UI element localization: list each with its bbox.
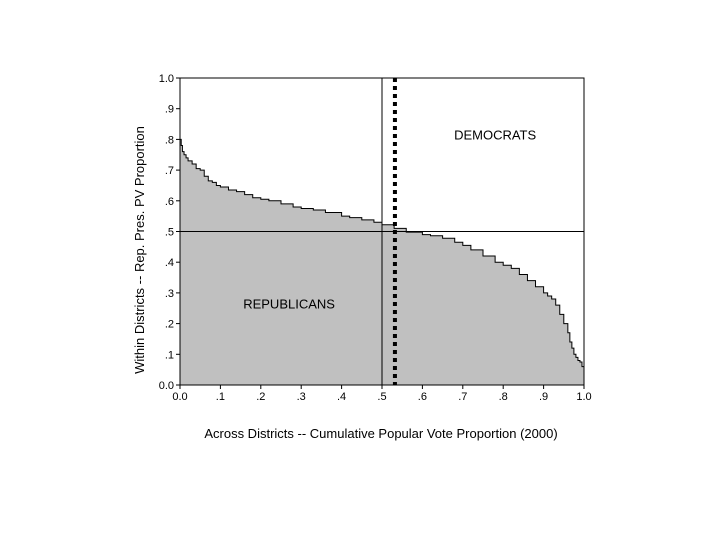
x-tick-label: 1.0 — [576, 391, 591, 403]
y-tick-label: .9 — [165, 104, 174, 116]
x-tick-label: .4 — [337, 391, 346, 403]
y-tick-label: .1 — [165, 349, 174, 361]
x-tick-label: .6 — [418, 391, 427, 403]
x-tick-label: .9 — [539, 391, 548, 403]
x-tick-label: .8 — [499, 391, 508, 403]
x-axis-title: Across Districts -- Cumulative Popular V… — [204, 426, 557, 441]
x-tick-label: .2 — [256, 391, 265, 403]
y-tick-label: .7 — [165, 165, 174, 177]
x-tick-label: .5 — [377, 391, 386, 403]
x-tick-label: 0.0 — [172, 391, 187, 403]
republicans-label: REPUBLICANS — [243, 296, 335, 311]
democrats-label: DEMOCRATS — [454, 127, 536, 142]
y-axis-title: Within Districts -- Rep. Pres. PV Propor… — [132, 126, 147, 374]
y-tick-label: .5 — [165, 227, 174, 239]
y-tick-label: .6 — [165, 196, 174, 208]
y-tick-label: .4 — [165, 257, 174, 269]
y-tick-label: 1.0 — [159, 73, 174, 85]
x-tick-label: .3 — [297, 391, 306, 403]
y-tick-label: 0.0 — [159, 380, 174, 392]
y-tick-label: .2 — [165, 319, 174, 331]
reference-lines — [180, 78, 584, 385]
x-ticks: 0.0 .1 .2 .3 .4 .5 .6 .7 .8 .9 1.0 — [172, 385, 592, 403]
y-tick-label: .8 — [165, 134, 174, 146]
y-ticks: 0.0 .1 .2 .3 .4 .5 .6 .7 .8 .9 1.0 — [159, 73, 180, 392]
x-tick-label: .7 — [458, 391, 467, 403]
x-tick-label: .1 — [216, 391, 225, 403]
y-tick-label: .3 — [165, 288, 174, 300]
